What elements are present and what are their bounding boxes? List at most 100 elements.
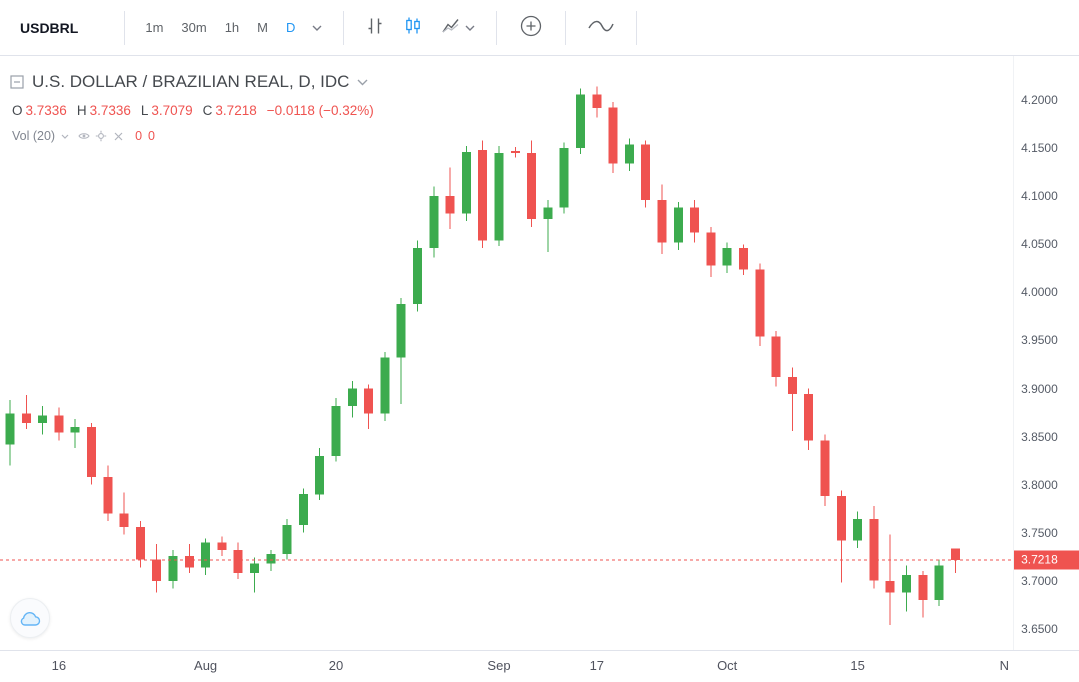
chevron-down-icon[interactable] <box>357 79 368 86</box>
ohlc-high: H 3.7336 <box>77 103 131 118</box>
chart-canvas[interactable] <box>0 56 1014 650</box>
candle <box>820 434 830 506</box>
indicator-label[interactable]: Vol (20) <box>12 129 56 143</box>
time-axis-label: 17 <box>589 658 605 673</box>
symbol-name[interactable]: USDBRL <box>20 19 79 36</box>
time-axis-label: 16 <box>51 658 67 673</box>
candle <box>902 565 911 612</box>
candle <box>918 571 928 618</box>
interval-button-30m[interactable]: 30m <box>173 13 214 42</box>
candlestick-icon <box>403 16 423 39</box>
candle <box>690 200 700 243</box>
eye-icon[interactable] <box>77 129 91 143</box>
candlestick-chart-type-button[interactable] <box>394 10 432 45</box>
price-axis-label: 3.9000 <box>1021 381 1058 396</box>
candle <box>70 419 80 449</box>
chevron-down-icon[interactable] <box>61 134 69 139</box>
candle <box>21 395 31 429</box>
candle <box>836 490 846 583</box>
candle <box>787 367 797 431</box>
candle <box>135 521 145 568</box>
time-axis[interactable]: 16 Aug 20 Sep 17 Oct 15 N <box>0 650 1079 682</box>
chart-region[interactable]: U.S. DOLLAR / BRAZILIAN REAL, D, IDC O 3.… <box>0 56 1014 650</box>
price-axis-label: 4.1500 <box>1021 141 1058 156</box>
interval-button-M[interactable]: M <box>249 13 276 42</box>
candle <box>869 505 879 589</box>
curve-tool-button[interactable] <box>578 10 624 45</box>
interval-button-1h[interactable]: 1h <box>217 13 247 42</box>
bar-chart-type-button[interactable] <box>356 10 394 45</box>
ohlc-close-label: C <box>202 103 213 118</box>
candle <box>364 384 374 429</box>
time-axis-label: N <box>999 658 1009 673</box>
interval-button-D[interactable]: D <box>278 13 303 42</box>
toolbar: USDBRL 1m 30m 1h M D <box>0 0 1079 56</box>
candle <box>396 298 406 404</box>
price-axis-label: 3.7500 <box>1021 525 1058 540</box>
toolbar-separator <box>496 10 498 45</box>
candle <box>673 202 683 250</box>
time-axis-label: 15 <box>850 658 865 673</box>
candle <box>608 102 618 174</box>
time-axis-label: Oct <box>717 658 738 673</box>
interval-dropdown-button[interactable] <box>303 19 331 37</box>
candle <box>445 167 455 229</box>
candle <box>771 330 781 387</box>
time-axis-label: Sep <box>487 658 511 673</box>
toolbar-separator <box>124 10 126 45</box>
candle <box>54 407 64 441</box>
time-axis-label: 20 <box>328 658 344 673</box>
candle <box>347 380 357 418</box>
candle <box>641 140 651 208</box>
candle <box>217 536 227 556</box>
candle <box>934 559 944 606</box>
candle <box>722 242 732 274</box>
line-chart-type-button[interactable] <box>432 10 484 45</box>
close-icon[interactable] <box>111 129 125 143</box>
candle <box>657 184 667 254</box>
chart-title-row: U.S. DOLLAR / BRAZILIAN REAL, D, IDC <box>10 72 368 92</box>
chevron-down-icon <box>465 25 475 31</box>
gear-icon[interactable] <box>94 129 108 143</box>
price-axis[interactable]: 3.7218 4.2000 4.1500 4.1000 4.0500 4.0000 3.9… <box>1013 56 1079 650</box>
candle <box>331 398 341 462</box>
interval-group: 1m 30m 1h M D <box>137 13 303 42</box>
indicator-value-2: 0 <box>148 129 155 143</box>
candle <box>315 448 325 500</box>
candle <box>755 263 765 347</box>
candle <box>576 88 585 154</box>
time-axis-label: Aug <box>194 658 218 673</box>
toolbar-separator <box>565 10 567 45</box>
candle <box>461 146 471 222</box>
chart-title: U.S. DOLLAR / BRAZILIAN REAL, D, IDC <box>32 72 350 91</box>
candle <box>804 388 814 450</box>
collapse-panel-icon[interactable] <box>10 75 24 89</box>
indicator-value-1: 0 <box>135 129 143 143</box>
ohlc-close-value: 3.7218 <box>215 103 257 118</box>
compare-button[interactable] <box>509 7 553 48</box>
interval-button-1m[interactable]: 1m <box>137 13 171 42</box>
price-axis-label: 3.7000 <box>1021 573 1058 588</box>
candle <box>527 140 537 227</box>
candle <box>38 405 48 435</box>
candle <box>494 146 504 247</box>
ohlc-low: L 3.7079 <box>141 103 193 118</box>
candle <box>103 465 113 522</box>
price-axis-label: 3.6500 <box>1021 621 1058 636</box>
candle <box>478 140 488 249</box>
ohlc-change: −0.0118 (−0.32%) <box>266 103 374 118</box>
candle <box>250 557 259 593</box>
candle <box>201 538 211 575</box>
ohlc-row: O 3.7336 H 3.7336 L 3.7079 C 3.7218 −0.0118 … <box>12 103 374 118</box>
price-axis-label: 3.8000 <box>1021 477 1058 492</box>
candle <box>950 548 960 574</box>
ohlc-open-label: O <box>12 103 23 118</box>
candle <box>885 534 895 625</box>
cloud-button[interactable] <box>10 598 50 638</box>
indicator-row: Vol (20) 0 0 <box>12 129 155 143</box>
candle <box>282 519 292 560</box>
price-axis-label: 4.2000 <box>1021 93 1058 107</box>
candle <box>5 400 15 466</box>
ohlc-low-value: 3.7079 <box>151 103 193 118</box>
